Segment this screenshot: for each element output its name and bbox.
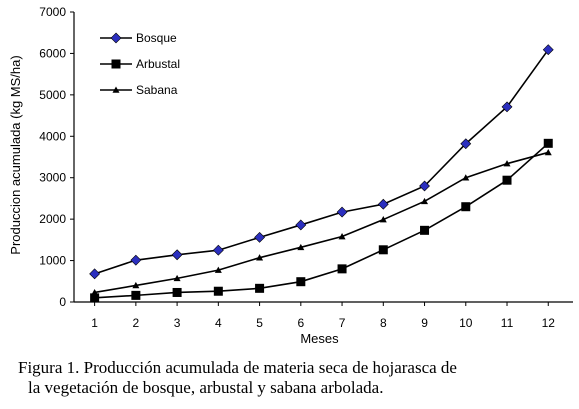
data-point-sabana [338,233,346,240]
data-point-arbustal [337,264,347,274]
x-tick-label: 1 [91,316,98,330]
y-tick-label: 6000 [39,46,66,60]
caption-line-1: Figura 1. Producción acumulada de materi… [18,358,457,377]
chart-axes [73,12,573,303]
x-axis-title: Meses [300,331,339,345]
data-point-bosque [171,249,183,261]
x-tick-label: 11 [501,316,514,330]
y-tick-label: 4000 [39,129,66,143]
data-point-bosque [212,244,224,256]
y-tick-label: 1000 [39,254,66,268]
series-line-arbustal [94,142,549,299]
data-point-arbustal [543,138,553,148]
data-point-sabana [91,288,99,296]
data-point-sabana [297,243,305,251]
series-sabana [91,148,552,296]
data-point-sabana [256,254,264,261]
y-tick-label: 5000 [39,88,66,102]
data-point-sabana [503,160,511,167]
x-ticks: 1 2 3 4 5 6 7 8 9 10 11 12 [91,302,555,330]
data-point-arbustal [172,287,182,297]
figure-caption: Figura 1. Producción acumulada de materi… [18,358,563,398]
data-point-bosque [254,231,266,243]
data-point-sabana [173,274,181,282]
data-point-bosque [542,44,554,56]
data-point-arbustal [461,202,471,212]
data-point-bosque [419,180,430,192]
series-line-sabana [94,151,549,294]
data-point-arbustal [502,175,512,185]
x-tick-label: 12 [542,316,556,330]
data-point-arbustal [131,290,141,300]
y-tick-label: 0 [59,295,66,309]
series-line-bosque [94,49,549,275]
data-point-bosque [89,268,101,280]
x-tick-label: 9 [421,316,428,330]
data-point-arbustal [90,293,100,303]
data-point-sabana [214,266,222,273]
data-point-bosque [501,101,513,113]
legend-item-bosque: Bosque [100,31,177,45]
caption-line-2: la vegetación de bosque, arbustal y saba… [28,378,384,397]
data-point-arbustal [378,245,388,255]
data-point-sabana [379,216,387,223]
x-tick-label: 10 [459,316,473,330]
legend-label: Arbustal [136,57,180,71]
x-tick-label: 6 [297,316,304,330]
data-point-arbustal [420,225,430,235]
legend-item-arbustal: Arbustal [100,57,180,71]
data-point-bosque [130,254,142,266]
x-tick-label: 8 [380,316,387,330]
data-point-arbustal [213,286,223,296]
y-axis-title: Produccion acumulada (kg MS/ha) [8,55,23,254]
data-point-arbustal [255,283,265,293]
x-tick-label: 5 [256,316,263,330]
legend-marker [112,86,120,93]
legend-item-sabana: Sabana [100,83,178,97]
x-tick-label: 4 [215,316,222,330]
data-point-bosque [336,206,348,218]
series-bosque [89,44,554,280]
y-tick-label: 3000 [39,171,66,185]
legend-marker [111,59,121,69]
y-tick-label: 7000 [39,5,66,19]
series-arbustal [90,138,553,303]
x-tick-label: 3 [174,316,181,330]
data-point-arbustal [296,277,306,287]
y-ticks: 0 1000 2000 3000 4000 5000 6000 7000 [39,5,74,309]
data-point-sabana [462,174,470,181]
series-layer [89,44,554,303]
legend-label: Bosque [136,31,177,45]
data-point-bosque [377,198,389,210]
chart-legend: Bosque Arbustal Sabana [100,31,180,97]
data-point-sabana [132,281,140,289]
legend-marker [110,32,122,44]
y-tick-label: 2000 [39,212,66,226]
data-point-sabana [421,197,429,205]
x-tick-label: 7 [339,316,346,330]
data-point-sabana [544,148,552,156]
x-tick-label: 2 [133,316,140,330]
data-point-bosque [460,138,472,150]
legend-label: Sabana [136,83,178,97]
data-point-bosque [295,219,307,231]
